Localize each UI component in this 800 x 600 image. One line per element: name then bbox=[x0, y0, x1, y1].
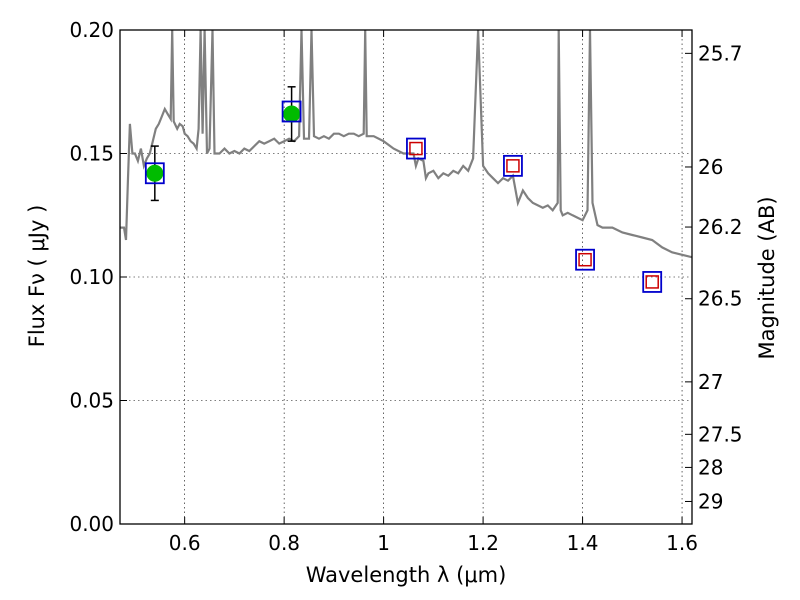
x-axis-label: Wavelength λ (μm) bbox=[306, 563, 507, 587]
spectrum-path bbox=[120, 30, 692, 259]
blue-square-point bbox=[642, 271, 663, 293]
y-tick-label: 0.20 bbox=[69, 18, 114, 42]
y-tick-label: 0.05 bbox=[69, 389, 114, 413]
blue-square-point bbox=[503, 154, 523, 177]
green-data-point bbox=[283, 105, 301, 123]
blue-square-point bbox=[575, 248, 595, 271]
y2-tick-label: 27.5 bbox=[698, 422, 743, 446]
green-data-point bbox=[146, 164, 164, 182]
y-tick-label: 0.10 bbox=[69, 265, 114, 289]
x-axis-ticks: 0.6 0.8 1 1.2 1.4 1.6 bbox=[169, 30, 698, 555]
x-tick-label: 1.4 bbox=[567, 531, 599, 555]
blue-square-point bbox=[281, 100, 302, 123]
y2-tick-label: 25.7 bbox=[698, 41, 743, 65]
blue-square-point bbox=[144, 162, 165, 185]
y2-tick-label: 26.5 bbox=[698, 287, 743, 311]
y-axis-ticks: 0.00 0.05 0.10 0.15 0.20 bbox=[69, 18, 127, 536]
y2-tick-label: 29 bbox=[698, 489, 723, 513]
y-axis-label-text: Flux Fν ( μJy ) bbox=[25, 205, 49, 348]
y-tick-label: 0.00 bbox=[69, 512, 114, 536]
red-square-point bbox=[578, 252, 592, 267]
red-square-point bbox=[409, 141, 423, 156]
photometry-points bbox=[144, 86, 663, 293]
x-tick-label: 0.6 bbox=[169, 531, 201, 555]
spectrum-line bbox=[120, 30, 692, 259]
y2-tick-label: 26.2 bbox=[698, 215, 743, 239]
y2-axis-ticks: 25.7 26 26.2 26.5 27 27.5 28 29 bbox=[685, 41, 743, 513]
x-tick-label: 1.6 bbox=[666, 531, 698, 555]
y-tick-label: 0.15 bbox=[69, 142, 114, 166]
red-square-point bbox=[506, 159, 520, 173]
x-tick-label: 1 bbox=[377, 531, 390, 555]
y2-tick-label: 28 bbox=[698, 455, 723, 479]
red-square-point bbox=[645, 275, 659, 289]
y2-tick-label: 26 bbox=[698, 155, 723, 179]
x-tick-label: 1.2 bbox=[467, 531, 499, 555]
blue-square-point bbox=[406, 137, 426, 160]
y2-tick-label: 27 bbox=[698, 370, 723, 394]
y2-axis-label: Magnitude (AB) bbox=[755, 196, 779, 359]
x-tick-label: 0.8 bbox=[268, 531, 300, 555]
y-axis-label: Flux Fν ( μJy ) bbox=[25, 205, 49, 348]
